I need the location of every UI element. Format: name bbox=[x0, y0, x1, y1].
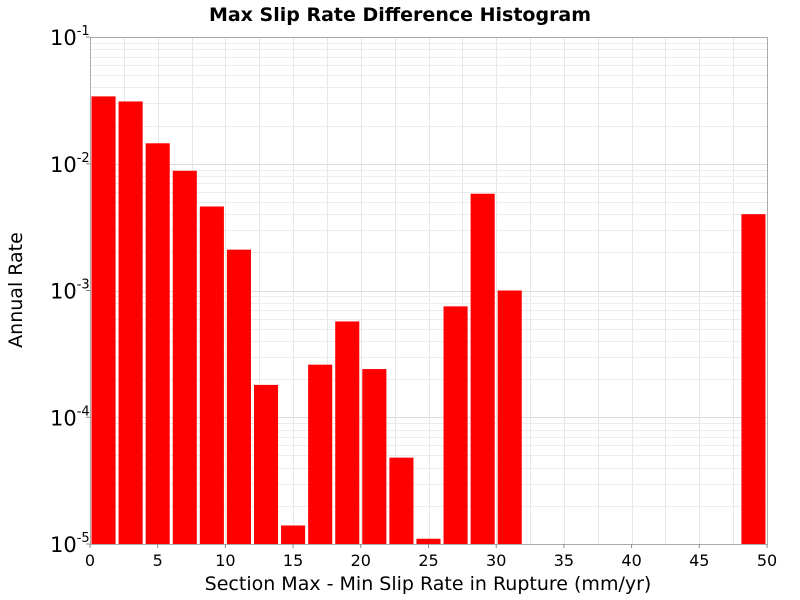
histogram-bar bbox=[281, 525, 306, 544]
histogram-bar bbox=[226, 249, 251, 545]
histogram-bar bbox=[253, 384, 279, 544]
histogram-bar bbox=[416, 538, 441, 544]
x-tick-label: 30 bbox=[486, 551, 506, 570]
y-tick-label: 10-3 bbox=[50, 278, 90, 304]
histogram-bar bbox=[118, 101, 143, 544]
histogram-bar bbox=[91, 96, 116, 545]
histogram-bar bbox=[497, 290, 522, 544]
chart-title: Max Slip Rate Difference Histogram bbox=[209, 4, 591, 26]
histogram-bar bbox=[443, 306, 468, 544]
y-tick-label: 10-2 bbox=[50, 151, 90, 177]
histogram-bar bbox=[172, 170, 197, 545]
x-tick-label: 10 bbox=[215, 551, 235, 570]
x-tick-label: 5 bbox=[153, 551, 163, 570]
bars bbox=[91, 96, 766, 545]
histogram-bar bbox=[389, 457, 414, 544]
histogram-bar bbox=[335, 321, 360, 544]
x-tick-label: 40 bbox=[621, 551, 641, 570]
histogram-bar bbox=[308, 364, 333, 544]
y-tick-label: 10-1 bbox=[50, 24, 90, 50]
x-tick-label: 25 bbox=[418, 551, 438, 570]
x-axis-ticks: 0 5 10 15 20 25 30 35 40 45 50 bbox=[85, 544, 777, 570]
y-tick-label: 10-4 bbox=[50, 404, 90, 430]
x-tick-label: 15 bbox=[283, 551, 303, 570]
y-axis-ticks: 10-5 10-4 10-3 10-2 10-1 bbox=[50, 24, 90, 557]
x-axis-label: Section Max - Min Slip Rate in Rupture (… bbox=[205, 573, 652, 595]
x-tick-label: 50 bbox=[757, 551, 777, 570]
histogram-bar bbox=[470, 193, 495, 544]
x-tick-label: 20 bbox=[351, 551, 371, 570]
y-axis-label: Annual Rate bbox=[5, 232, 27, 348]
histogram-bar bbox=[145, 143, 170, 544]
x-tick-label: 45 bbox=[689, 551, 709, 570]
y-tick-label: 10-5 bbox=[50, 531, 90, 557]
histogram-bar bbox=[199, 206, 224, 545]
histogram-bar bbox=[362, 369, 387, 544]
x-tick-label: 0 bbox=[85, 551, 95, 570]
histogram-bar bbox=[741, 214, 766, 544]
x-tick-label: 35 bbox=[554, 551, 574, 570]
